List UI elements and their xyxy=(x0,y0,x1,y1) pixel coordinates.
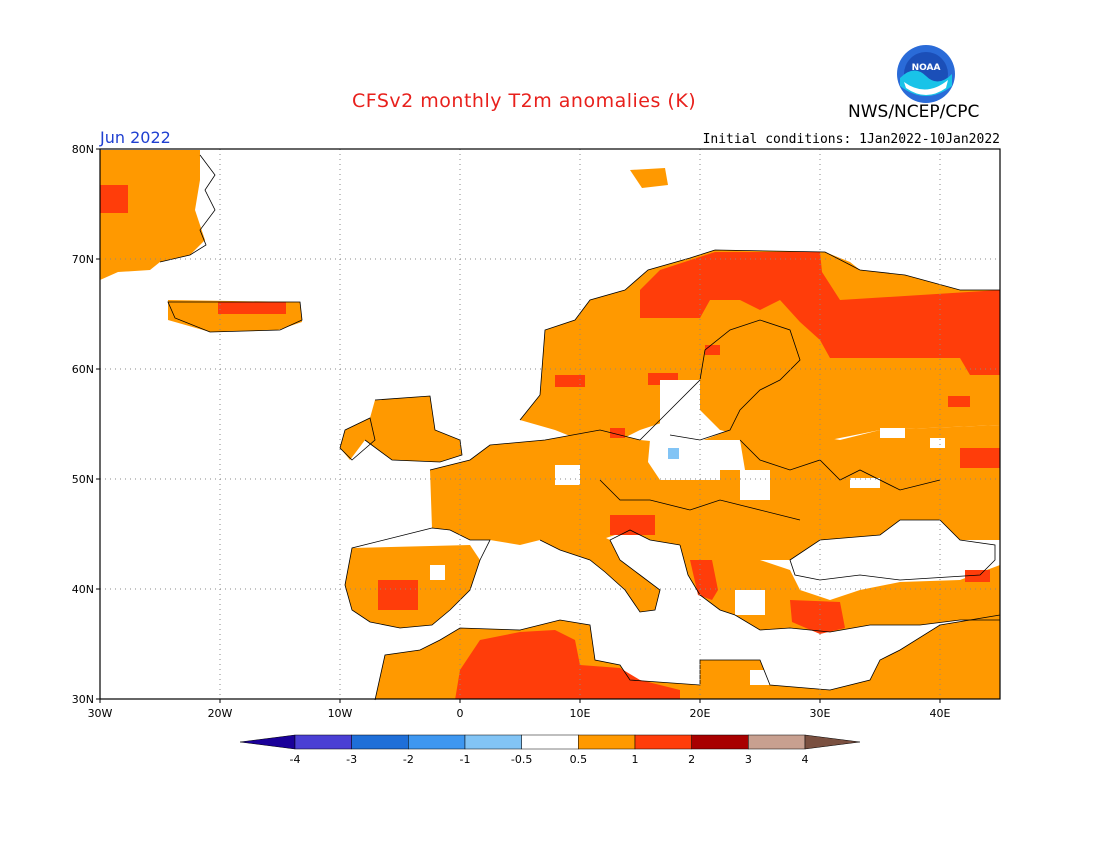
colorbar-swatch xyxy=(464,734,522,750)
anomaly-region-greenland xyxy=(100,150,205,280)
anomaly-hot-scandinavia xyxy=(640,252,1000,375)
anomaly-hot-croatia xyxy=(610,515,655,535)
anomaly-hot-turkey-east xyxy=(965,570,990,582)
anomaly-neutral-baltic xyxy=(660,380,700,430)
colorbar-label: -2 xyxy=(403,753,414,766)
anomaly-neutral-russia-3 xyxy=(850,478,880,488)
lat-labels: 80N 70N 60N 50N 40N 30N xyxy=(72,143,100,706)
colorbar-label: 3 xyxy=(745,753,752,766)
anomaly-hot-turkey xyxy=(790,600,845,634)
forecast-period: Jun 2022 xyxy=(100,128,171,147)
colorbar-swatch xyxy=(634,734,692,750)
colorbar-swatch xyxy=(691,734,749,750)
anomaly-neutral-aegean xyxy=(735,590,765,615)
lon-labels: 30W 20W 10W 0 10E 20E 30E 40E xyxy=(88,699,951,720)
anomaly-neutral-russia-1 xyxy=(880,428,905,438)
anomaly-hot-greenland xyxy=(100,185,128,213)
colorbar-label: -3 xyxy=(346,753,357,766)
colorbar-label: -0.5 xyxy=(511,753,532,766)
colorbar-swatch xyxy=(239,734,296,750)
anomaly-field xyxy=(100,150,1000,699)
noaa-logo: NOAA xyxy=(897,45,955,103)
colorbar-label: 2 xyxy=(688,753,695,766)
lat-label: 50N xyxy=(72,473,94,486)
anomaly-hot-iberia xyxy=(378,580,418,610)
colorbar-label: -1 xyxy=(460,753,471,766)
anomaly-neutral-libya xyxy=(750,670,830,685)
anomaly-hot-russia-south xyxy=(960,448,1000,468)
lat-label: 30N xyxy=(72,693,94,706)
anomaly-hot-denmark xyxy=(610,428,625,438)
anomaly-neutral-poland xyxy=(740,470,770,500)
noaa-logo-text: NOAA xyxy=(912,63,941,73)
map-grid xyxy=(100,149,1000,699)
map-frame xyxy=(99,148,1001,700)
lon-label: 20W xyxy=(208,707,233,720)
anomaly-hot-finland-south xyxy=(705,345,720,355)
lat-label: 70N xyxy=(72,253,94,266)
anomaly-cold-poland xyxy=(668,448,679,459)
colorbar-label: 0.5 xyxy=(570,753,588,766)
anomaly-neutral-russia-2 xyxy=(930,438,945,448)
anomaly-neutral-iberia xyxy=(430,565,445,580)
map-title: CFSv2 monthly T2m anomalies (K) xyxy=(352,90,697,112)
anomaly-region-italy xyxy=(590,530,660,612)
anomaly-hot-oslo xyxy=(555,375,585,387)
colorbar-label: -4 xyxy=(290,753,301,766)
anomaly-hot-russia-west xyxy=(948,396,970,407)
coastlines xyxy=(159,154,1001,701)
lat-label: 60N xyxy=(72,363,94,376)
lat-label: 80N xyxy=(72,143,94,156)
colorbar-swatch xyxy=(521,734,579,750)
colorbar-swatch xyxy=(578,734,636,750)
anomaly-hot-iceland xyxy=(218,302,286,314)
colorbar-label: 4 xyxy=(802,753,809,766)
colorbar-swatch xyxy=(748,734,806,750)
colorbar-swatch xyxy=(804,734,861,750)
colorbar-swatch xyxy=(408,734,466,750)
colorbar-swatch xyxy=(294,734,352,750)
lon-label: 0 xyxy=(457,707,464,720)
lon-label: 20E xyxy=(690,707,711,720)
anomaly-neutral-black-sea xyxy=(790,520,995,580)
colorbar-swatch xyxy=(351,734,409,750)
anomaly-region-europe xyxy=(430,425,1000,560)
anomaly-neutral-belgium xyxy=(555,465,580,485)
colorbar: -4 -3 -2 -1 -0.5 0.5 1 2 3 4 xyxy=(239,734,861,766)
lon-label: 10W xyxy=(328,707,353,720)
lon-label: 40E xyxy=(930,707,951,720)
initial-conditions: Initial conditions: 1Jan2022-10Jan2022 xyxy=(702,132,1000,147)
anomaly-region-svalbard xyxy=(630,168,668,188)
agency-label: NWS/NCEP/CPC xyxy=(848,102,980,122)
lon-label: 10E xyxy=(570,707,591,720)
lat-label: 40N xyxy=(72,583,94,596)
colorbar-label: 1 xyxy=(632,753,639,766)
lon-label: 30W xyxy=(88,707,113,720)
anomaly-hot-north-africa xyxy=(455,630,680,699)
anomaly-region-britain xyxy=(340,396,462,462)
lon-label: 30E xyxy=(810,707,831,720)
